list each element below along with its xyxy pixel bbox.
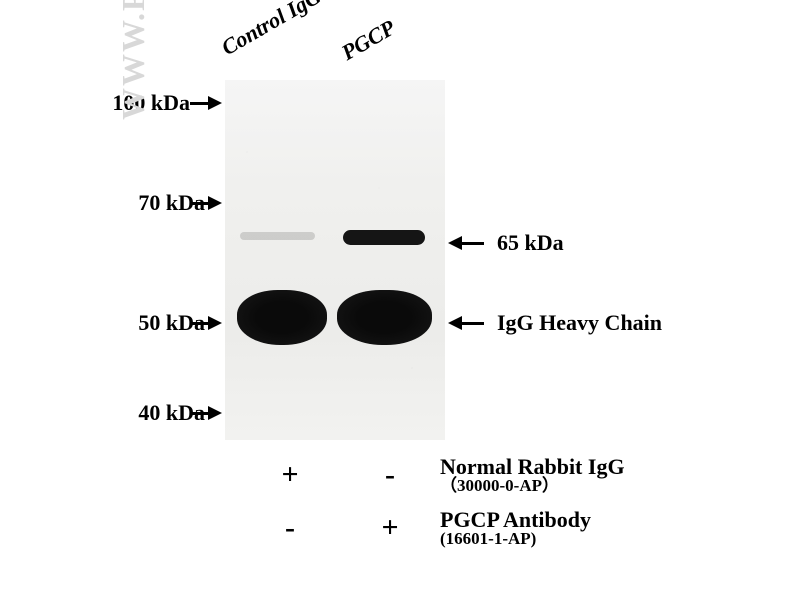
arrow-line-igg — [460, 322, 484, 325]
marker-40kda: 40 kDa — [85, 400, 205, 426]
arrow-icon — [208, 316, 222, 330]
row1-label: Normal Rabbit IgG （30000-0-AP） — [440, 455, 720, 496]
watermark-text: WWW.PTGLAB.COM — [115, 0, 152, 120]
row2-lane2-symbol: + — [340, 511, 440, 545]
band-pgcp-65kda — [343, 230, 425, 245]
band-igg-heavy-lane2 — [337, 290, 432, 345]
band-faint-control-65 — [240, 232, 315, 240]
marker-70kda: 70 kDa — [85, 190, 205, 216]
row2-label: PGCP Antibody (16601-1-AP) — [440, 508, 720, 549]
row2-lane1-symbol: - — [240, 511, 340, 545]
arrow-icon — [208, 196, 222, 210]
row2-label-sub: (16601-1-AP) — [440, 530, 720, 549]
western-blot-panel — [225, 80, 445, 440]
arrow-icon — [208, 96, 222, 110]
arrow-line-50 — [190, 322, 208, 325]
row1-lane1-symbol: + — [240, 458, 340, 492]
label-igg-heavy-chain: IgG Heavy Chain — [497, 310, 662, 336]
arrow-icon — [448, 316, 462, 330]
marker-50kda: 50 kDa — [85, 310, 205, 336]
arrow-line-65 — [460, 242, 484, 245]
arrow-line-70 — [190, 202, 208, 205]
arrow-line-100 — [190, 102, 208, 105]
label-65kda: 65 kDa — [497, 230, 564, 256]
band-igg-heavy-lane1 — [237, 290, 327, 345]
arrow-icon — [448, 236, 462, 250]
arrow-icon — [208, 406, 222, 420]
lane-header-pgcp: PGCP — [337, 15, 400, 66]
row1-lane2-symbol: - — [340, 458, 440, 492]
lane-header-control-igg: Control IgG — [217, 0, 326, 61]
arrow-line-40 — [190, 412, 208, 415]
condition-table: + - Normal Rabbit IgG （30000-0-AP） - + P… — [240, 455, 720, 549]
row1-label-sub: （30000-0-AP） — [440, 477, 720, 496]
figure-container: WWW.PTGLAB.COM Control IgG PGCP 100 kDa … — [0, 0, 800, 600]
blot-texture — [225, 80, 445, 440]
